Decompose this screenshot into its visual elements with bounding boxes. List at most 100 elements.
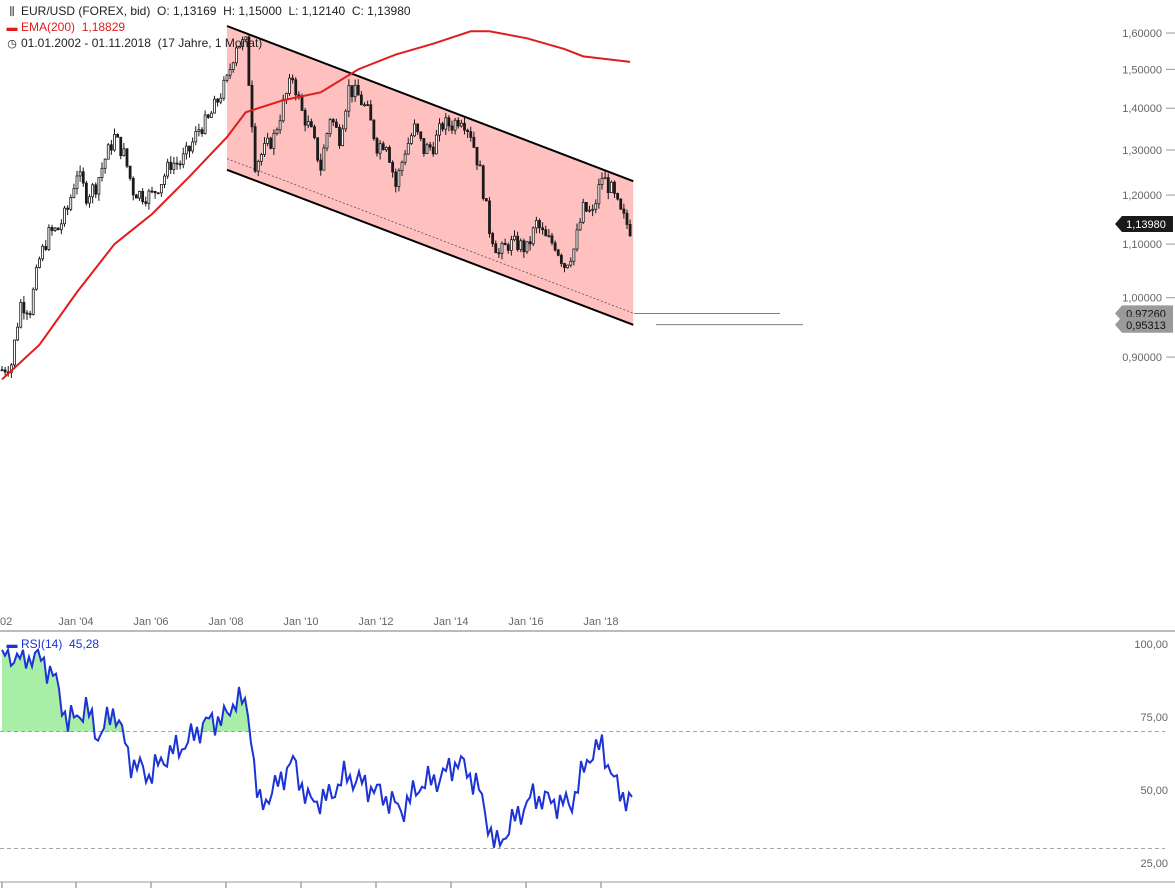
- candle-body: [209, 112, 213, 118]
- candle-body: [444, 117, 448, 130]
- candle-body: [578, 221, 582, 231]
- candle-body: [559, 254, 563, 264]
- candle-body: [256, 160, 260, 172]
- axes: 1,60000 1,50000 1,40000 1,30000 1,20000 1,100…: [0, 28, 1175, 888]
- candle-body: [269, 137, 273, 149]
- candle-body: [413, 123, 416, 137]
- candle-body: [219, 97, 223, 103]
- time-tick-label: Jan '08: [208, 616, 243, 628]
- candle-body: [44, 245, 48, 250]
- candle-body: [606, 177, 610, 194]
- price-tick-label: 1,40000: [1122, 103, 1162, 115]
- time-tick-label: Jan '16: [508, 616, 543, 628]
- candle-body: [513, 235, 516, 241]
- candle-body: [144, 201, 148, 204]
- clock-icon: ◷: [7, 38, 17, 50]
- candle-body: [322, 147, 326, 171]
- candle-body: [75, 175, 79, 190]
- price-tick-label: 0,90000: [1122, 352, 1162, 364]
- candle-body: [222, 79, 226, 99]
- duration: (17 Jahre, 1 Monat): [157, 36, 263, 50]
- candle-body: [19, 301, 23, 328]
- candle-body: [16, 326, 20, 341]
- candle-body: [409, 135, 413, 144]
- candle-body: [241, 39, 245, 47]
- candle-body: [456, 119, 460, 127]
- candle-body: [47, 227, 51, 250]
- price-badge-label: 0,95313: [1126, 320, 1166, 332]
- candle-body: [359, 94, 363, 106]
- candle-body: [344, 110, 348, 130]
- candle-body: [88, 196, 91, 204]
- candle-body: [253, 126, 257, 172]
- candle-body: [163, 175, 166, 185]
- candle-body: [50, 227, 54, 231]
- instrument-name: EUR/USD (FOREX, bid): [21, 4, 151, 18]
- rsi-tick-label: 75,00: [1140, 712, 1168, 724]
- candle-body: [334, 121, 338, 128]
- candle-body: [225, 74, 229, 81]
- candle-body: [400, 161, 404, 172]
- candle-body: [109, 144, 113, 151]
- candle-body: [384, 147, 388, 151]
- candle-body: [84, 182, 88, 204]
- candle-body: [519, 240, 523, 250]
- channel-lower-line: [226, 168, 634, 326]
- candle-body: [294, 79, 298, 96]
- candle-body: [278, 120, 282, 131]
- candle-body: [231, 62, 235, 70]
- candle-body: [106, 144, 110, 160]
- candle-body: [197, 129, 201, 132]
- candle-body: [272, 132, 276, 149]
- candle-body: [200, 129, 204, 134]
- candle-body: [406, 143, 410, 155]
- rsi-line: [1, 646, 633, 849]
- candles-icon: ⫼: [9, 6, 15, 18]
- candle-body: [378, 143, 382, 154]
- rsi-panel: [0, 646, 1165, 849]
- candle-body: [388, 147, 391, 163]
- candle-body: [100, 167, 104, 178]
- candle-body: [509, 239, 513, 251]
- candle-body: [581, 202, 585, 223]
- candle-body: [416, 123, 420, 133]
- candle-body: [25, 312, 29, 315]
- candle-body: [434, 134, 438, 155]
- candle-body: [500, 242, 504, 254]
- candle-body: [59, 223, 63, 231]
- candle-body: [478, 164, 482, 167]
- candle-body: [0, 369, 4, 372]
- rsi-line-icon: ▬: [6, 639, 18, 651]
- candle-body: [381, 143, 385, 151]
- candle-body: [169, 161, 173, 170]
- candle-body: [244, 36, 248, 40]
- candle-body: [316, 137, 320, 161]
- candle-body: [63, 207, 66, 225]
- candle-body: [584, 202, 588, 212]
- candle-body: [541, 227, 545, 231]
- candle-body: [550, 235, 554, 244]
- candle-body: [459, 122, 463, 127]
- price-tick-label: 1,30000: [1122, 145, 1162, 157]
- time-tick-label: Jan '06: [133, 616, 168, 628]
- candle-body: [347, 85, 351, 112]
- candle-body: [213, 98, 216, 114]
- price-panel: [0, 25, 803, 381]
- candle-body: [81, 171, 85, 184]
- price-badge: [1115, 316, 1173, 333]
- candle-body: [609, 181, 613, 194]
- candle-body: [438, 123, 441, 136]
- candle-body: [522, 240, 526, 253]
- price-tick-label: 1,50000: [1122, 64, 1162, 76]
- candle-body: [303, 109, 307, 126]
- candle-body: [481, 165, 485, 199]
- candle-body: [572, 248, 576, 262]
- candle-body: [103, 158, 107, 169]
- rsi-overbought-fill: [2, 649, 632, 732]
- candle-body: [594, 203, 598, 210]
- candle-body: [306, 121, 310, 126]
- candle-body: [97, 177, 101, 195]
- ema-value: 1,18829: [81, 20, 126, 34]
- time-tick-label: Jan '18: [583, 616, 618, 628]
